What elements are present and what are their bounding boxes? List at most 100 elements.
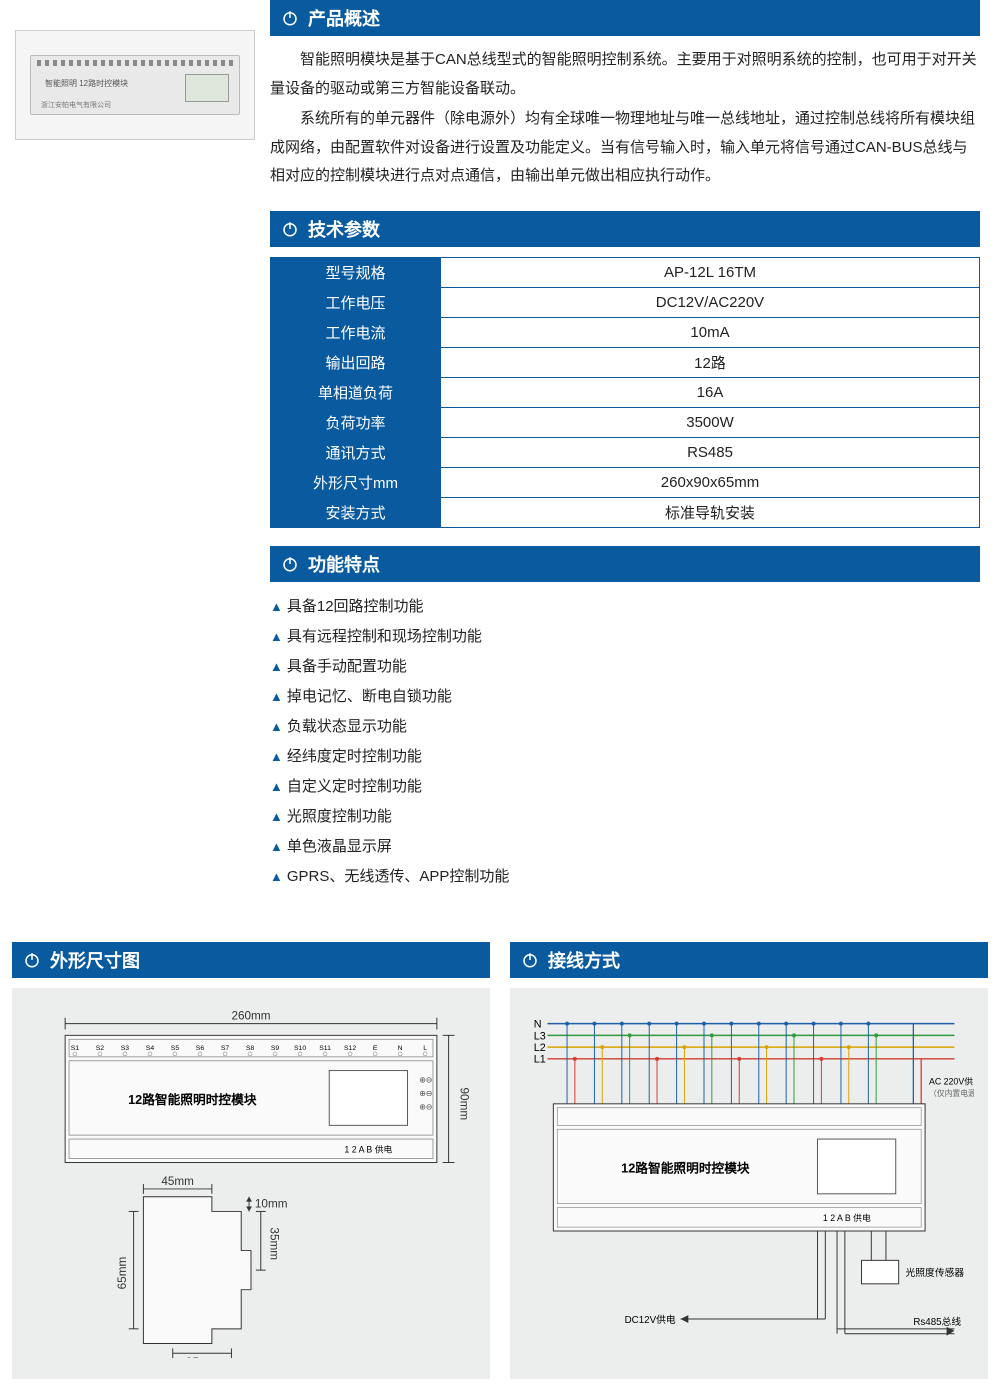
feature-item: 单色液晶显示屏 — [270, 832, 980, 862]
section-header-specs: 技术参数 — [270, 211, 980, 247]
dim-35a: 35mm — [268, 1227, 281, 1260]
overview-text: 智能照明模块是基于CAN总线型式的智能照明控制系统。主要用于对照明系统的控制，也… — [270, 46, 980, 191]
spec-row: 工作电压DC12V/AC220V — [271, 287, 980, 317]
spec-row: 型号规格AP-12L 16TM — [271, 257, 980, 287]
feature-item: 具备手动配置功能 — [270, 652, 980, 682]
section-header-dimension: 外形尺寸图 — [12, 942, 490, 978]
feature-item: 掉电记忆、断电自锁功能 — [270, 682, 980, 712]
spec-value: 12路 — [441, 347, 980, 377]
svg-text:⊕⊖: ⊕⊖ — [419, 1088, 432, 1097]
product-photo: 智能照明 12路时控模块 浙江安帕电气有限公司 — [0, 0, 270, 892]
feature-list: 具备12回路控制功能具有远程控制和现场控制功能具备手动配置功能掉电记忆、断电自锁… — [270, 592, 980, 892]
spec-label: 外形尺寸mm — [271, 467, 441, 497]
spec-row: 负荷功率3500W — [271, 407, 980, 437]
spec-row: 外形尺寸mm260x90x65mm — [271, 467, 980, 497]
power-icon — [22, 950, 42, 970]
module-label: 12路智能照明时控模块 — [621, 1160, 750, 1175]
phase-n: N — [534, 1018, 542, 1030]
spec-row: 单相道负荷16A — [271, 377, 980, 407]
svg-text:⊕⊖: ⊕⊖ — [419, 1075, 432, 1084]
spec-label: 单相道负荷 — [271, 377, 441, 407]
rs485-label: Rs485总线 — [913, 1314, 961, 1327]
phase-l3: L3 — [534, 1030, 546, 1042]
phase-l1: L1 — [534, 1053, 546, 1065]
spec-label: 负荷功率 — [271, 407, 441, 437]
bottom-marks: 1 2 A B 供电 — [823, 1212, 871, 1223]
feature-item: 经纬度定时控制功能 — [270, 742, 980, 772]
terminal-label: S5 — [171, 1045, 180, 1052]
spec-value: 标准导轨安装 — [441, 497, 980, 527]
spec-row: 通讯方式RS485 — [271, 437, 980, 467]
sensor-label: 光照度传感器 — [906, 1265, 965, 1278]
dim-height: 90mm — [457, 1087, 470, 1120]
overview-paragraph: 系统所有的单元器件（除电源外）均有全球唯一物理地址与唯一总线地址，通过控制总线将… — [270, 105, 980, 191]
terminal-label: S3 — [121, 1045, 130, 1052]
terminal-label: S2 — [96, 1045, 105, 1052]
wiring-diagram: N L3 L2 L1 AC 220V供电 （仅内置电 — [510, 988, 988, 1379]
spec-row: 输出回路12路 — [271, 347, 980, 377]
terminal-label: S6 — [196, 1045, 205, 1052]
phase-l2: L2 — [534, 1041, 546, 1053]
overview-paragraph: 智能照明模块是基于CAN总线型式的智能照明控制系统。主要用于对照明系统的控制，也… — [270, 46, 980, 103]
svg-text:⊕⊖: ⊕⊖ — [419, 1102, 432, 1111]
spec-label: 工作电流 — [271, 317, 441, 347]
power-icon — [520, 950, 540, 970]
bottom-marks: 1 2 A B 供电 — [344, 1143, 392, 1154]
terminal-label: S9 — [271, 1045, 280, 1052]
spec-value: DC12V/AC220V — [441, 287, 980, 317]
spec-label: 安装方式 — [271, 497, 441, 527]
spec-row: 安装方式标准导轨安装 — [271, 497, 980, 527]
spec-value: 3500W — [441, 407, 980, 437]
section-title: 接线方式 — [548, 947, 620, 973]
feature-item: 负载状态显示功能 — [270, 712, 980, 742]
power-icon — [280, 8, 300, 28]
feature-item: GPRS、无线透传、APP控制功能 — [270, 862, 980, 892]
spec-value: AP-12L 16TM — [441, 257, 980, 287]
spec-value: 10mA — [441, 317, 980, 347]
device-mockup: 智能照明 12路时控模块 浙江安帕电气有限公司 — [30, 55, 240, 115]
terminal-label: N — [398, 1045, 403, 1052]
dim-10: 10mm — [255, 1197, 288, 1210]
module-label: 12路智能照明时控模块 — [128, 1091, 257, 1106]
section-title: 功能特点 — [308, 551, 380, 577]
section-header-overview: 产品概述 — [270, 0, 980, 36]
spec-label: 工作电压 — [271, 287, 441, 317]
spec-value: 16A — [441, 377, 980, 407]
terminal-label: S7 — [221, 1045, 230, 1052]
spec-value: 260x90x65mm — [441, 467, 980, 497]
dim-35b: 35mm — [186, 1355, 219, 1357]
section-header-wiring: 接线方式 — [510, 942, 988, 978]
terminal-label: S1 — [71, 1045, 80, 1052]
dim-45: 45mm — [161, 1175, 194, 1188]
feature-item: 具有远程控制和现场控制功能 — [270, 622, 980, 652]
device-brand: 浙江安帕电气有限公司 — [41, 100, 111, 110]
device-label: 智能照明 12路时控模块 — [45, 78, 128, 89]
spec-label: 输出回路 — [271, 347, 441, 377]
dimension-diagram: 260mm S1S2S3S4S5S6S7S8S9S10S11S12ENL 12路… — [12, 988, 490, 1379]
feature-item: 光照度控制功能 — [270, 802, 980, 832]
power-icon — [280, 219, 300, 239]
section-header-features: 功能特点 — [270, 546, 980, 582]
power-icon — [280, 554, 300, 574]
terminal-label: S10 — [294, 1045, 306, 1052]
feature-item: 具备12回路控制功能 — [270, 592, 980, 622]
spec-label: 型号规格 — [271, 257, 441, 287]
section-title: 产品概述 — [308, 5, 380, 31]
spec-label: 通讯方式 — [271, 437, 441, 467]
product-photo-box: 智能照明 12路时控模块 浙江安帕电气有限公司 — [15, 30, 255, 140]
dim-width: 260mm — [231, 1009, 270, 1022]
terminal-label: S12 — [344, 1045, 356, 1052]
svg-text:（仅内置电源模块）: （仅内置电源模块） — [929, 1087, 974, 1097]
spec-value: RS485 — [441, 437, 980, 467]
feature-item: 自定义定时控制功能 — [270, 772, 980, 802]
section-title: 外形尺寸图 — [50, 947, 140, 973]
dim-65: 65mm — [116, 1256, 129, 1289]
ac-label: AC 220V供电 — [929, 1075, 974, 1086]
spec-row: 工作电流10mA — [271, 317, 980, 347]
terminal-label: S4 — [146, 1045, 155, 1052]
spec-table: 型号规格AP-12L 16TM工作电压DC12V/AC220V工作电流10mA输… — [270, 257, 980, 528]
terminal-label: S11 — [319, 1045, 331, 1052]
terminal-label: E — [373, 1045, 378, 1052]
section-title: 技术参数 — [308, 216, 380, 242]
dc-label: DC12V供电 — [625, 1312, 676, 1325]
